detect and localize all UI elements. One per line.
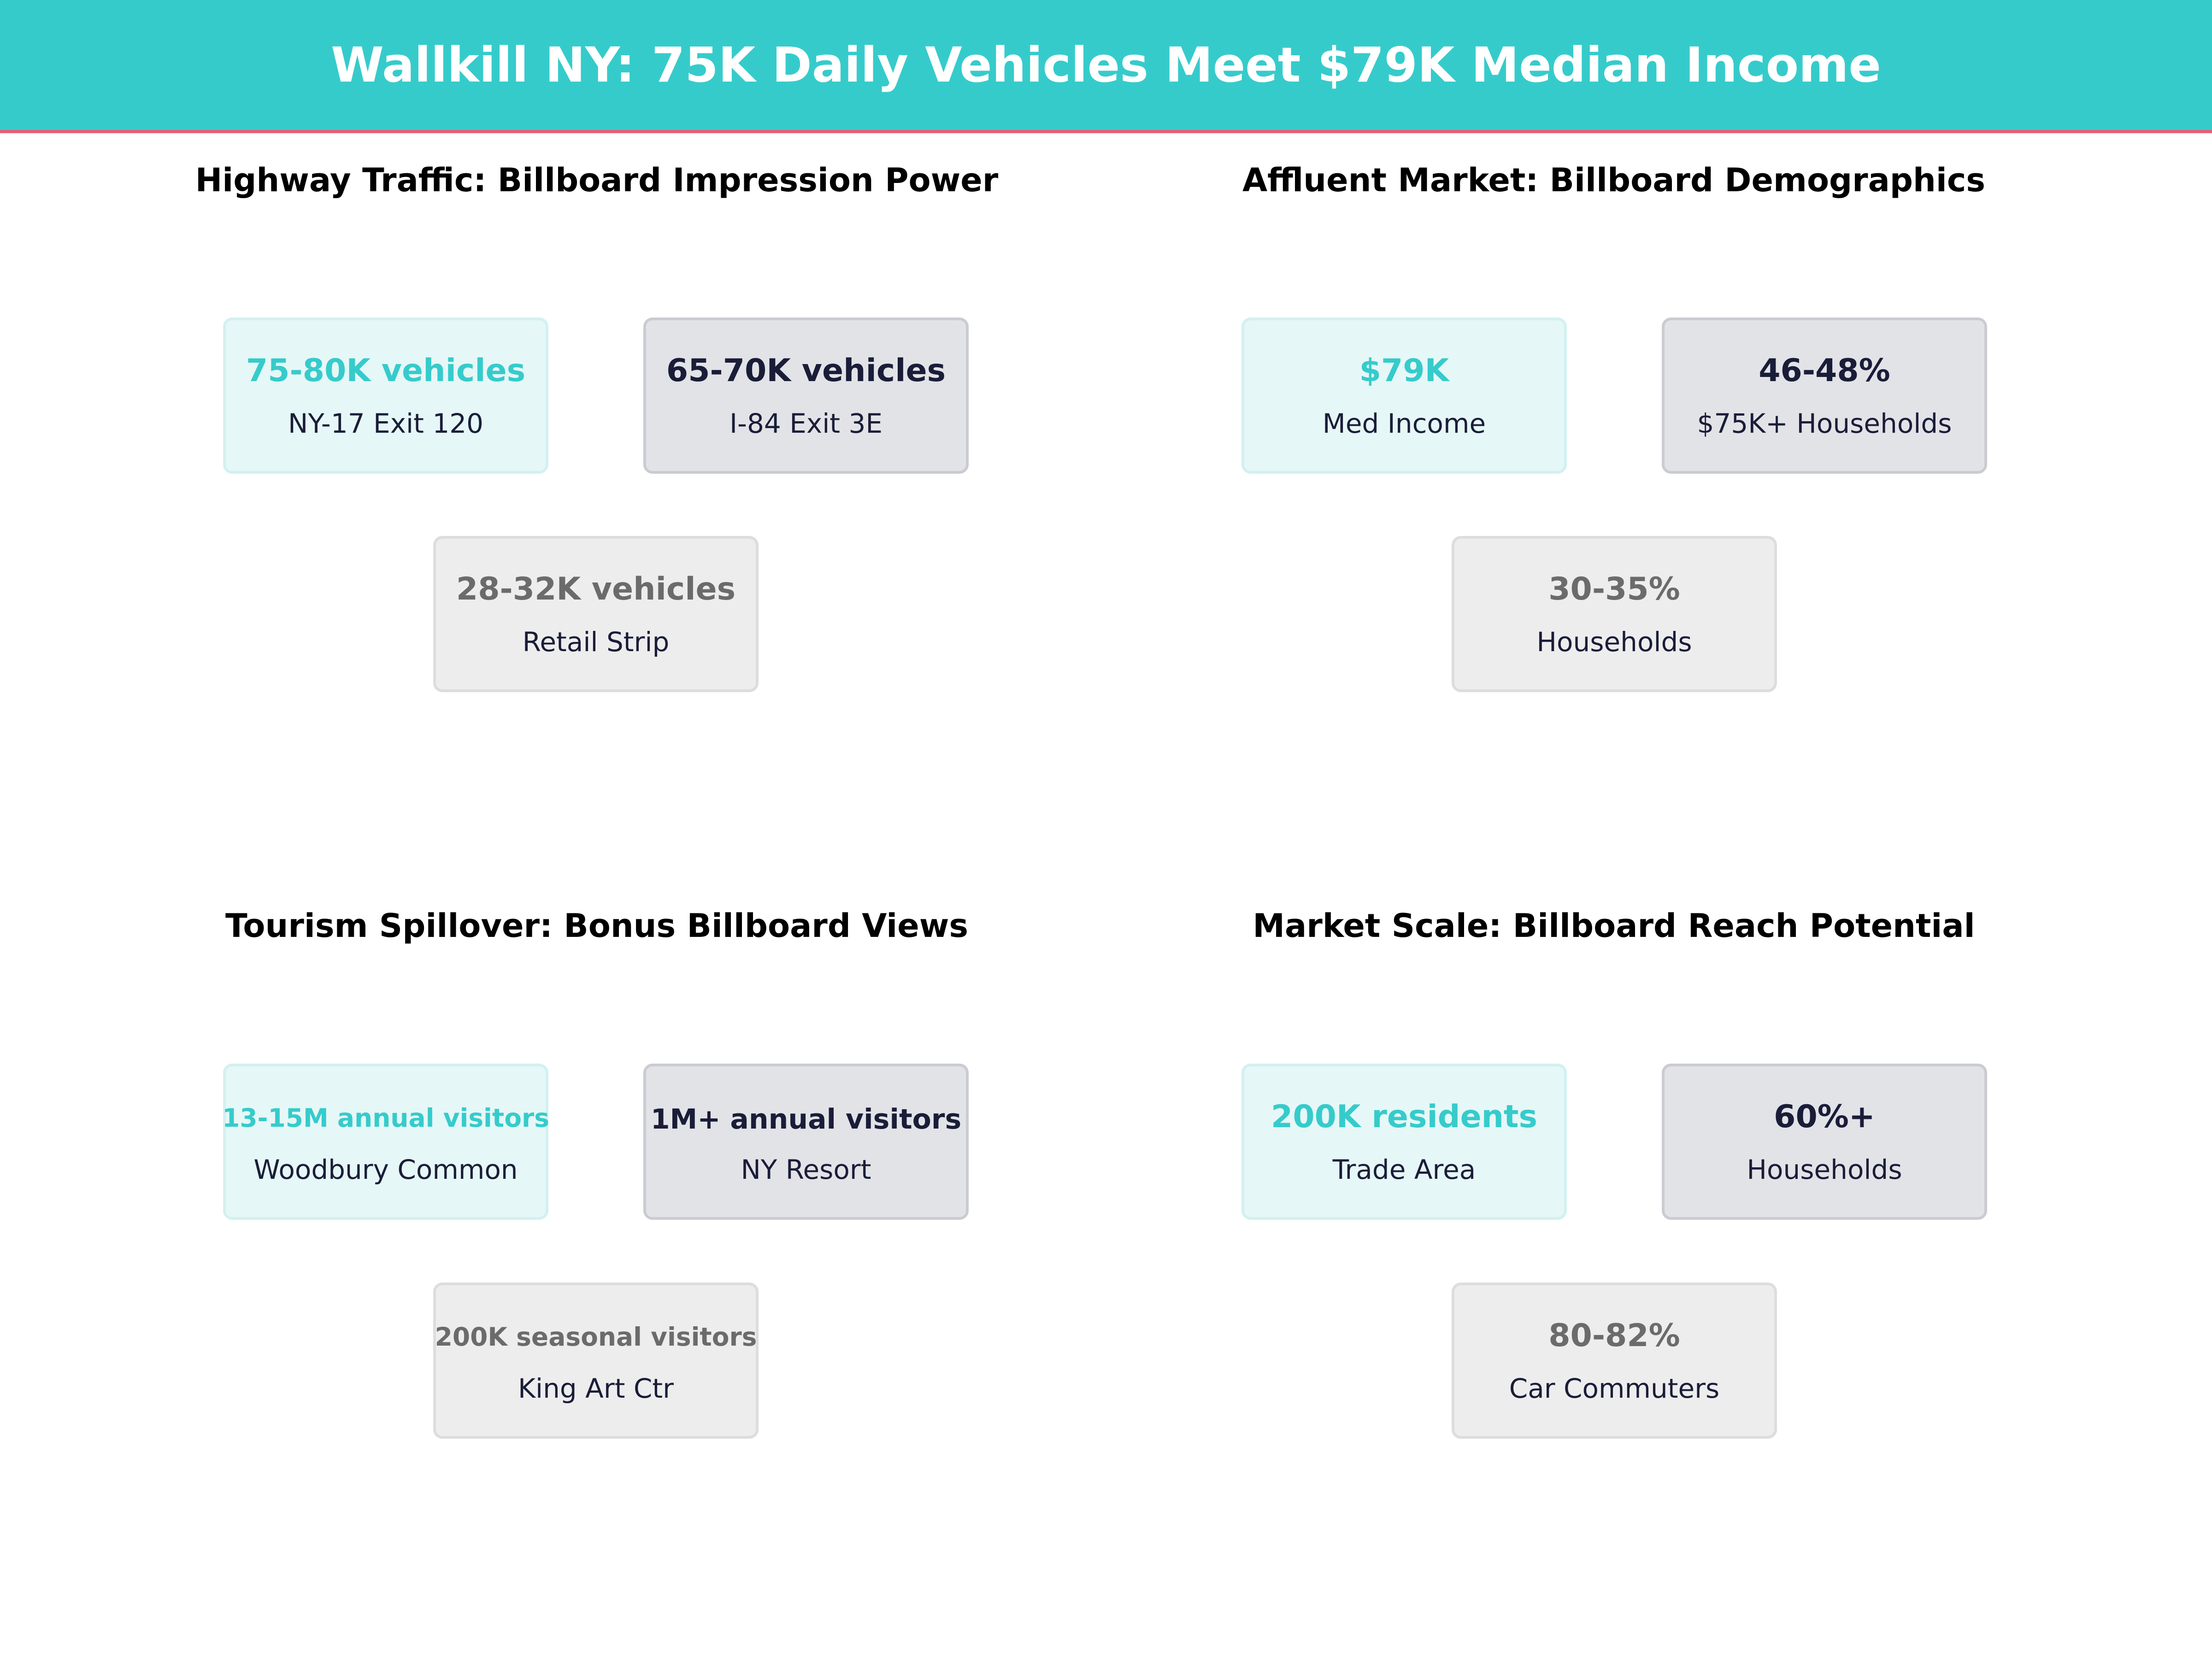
card-label: Car Commuters [1509,1373,1720,1404]
panel-title-highway-traffic: Highway Traffic: Billboard Impression Po… [195,161,999,199]
card-value: 30-35% [1548,571,1680,607]
card-retail-strip: 28-32K vehicles Retail Strip [433,536,759,692]
card-label: $75K+ Households [1697,408,1952,439]
card-label: Med Income [1322,408,1486,439]
card-ny-resort: 1M+ annual visitors NY Resort [643,1064,969,1220]
card-med-income: $79K Med Income [1241,318,1567,474]
card-woodbury: 13-15M annual visitors Woodbury Common [222,1064,549,1220]
card-value: 60%+ [1774,1099,1875,1135]
card-value: 46-48% [1759,353,1890,389]
card-label: King Art Ctr [518,1373,674,1404]
card-value: 200K seasonal visitors [435,1322,757,1352]
card-households-60: 60%+ Households [1662,1064,1987,1220]
card-value: 13-15M annual visitors [222,1103,549,1133]
card-label: Retail Strip [522,626,670,658]
card-label: I-84 Exit 3E [729,408,883,439]
card-75k-households: 46-48% $75K+ Households [1662,318,1987,474]
card-label: NY Resort [741,1154,871,1185]
card-value: 75-80K vehicles [246,353,526,389]
card-value: 65-70K vehicles [666,353,946,389]
panel-title-tourism: Tourism Spillover: Bonus Billboard Views [225,907,969,945]
card-value: 28-32K vehicles [456,571,736,607]
card-value: 200K residents [1271,1099,1537,1135]
card-value: 1M+ annual visitors [650,1103,962,1135]
card-label: Households [1747,1154,1902,1185]
card-label: Trade Area [1332,1154,1476,1185]
card-king-art: 200K seasonal visitors King Art Ctr [433,1282,759,1439]
card-label: Woodbury Common [253,1154,518,1185]
card-car-commuters: 80-82% Car Commuters [1452,1282,1777,1439]
card-label: Households [1536,626,1692,658]
panel-title-market-scale: Market Scale: Billboard Reach Potential [1253,907,1975,945]
card-value: $79K [1359,353,1449,389]
card-households: 30-35% Households [1452,536,1777,692]
page-title: Wallkill NY: 75K Daily Vehicles Meet $79… [331,37,1881,93]
card-trade-area: 200K residents Trade Area [1241,1064,1567,1220]
card-i84: 65-70K vehicles I-84 Exit 3E [643,318,969,474]
panel-title-affluent-market: Affluent Market: Billboard Demographics [1242,161,1986,199]
card-value: 80-82% [1548,1318,1680,1354]
card-ny17: 75-80K vehicles NY-17 Exit 120 [223,318,548,474]
card-label: NY-17 Exit 120 [288,408,484,439]
header-banner: Wallkill NY: 75K Daily Vehicles Meet $79… [0,0,2212,133]
